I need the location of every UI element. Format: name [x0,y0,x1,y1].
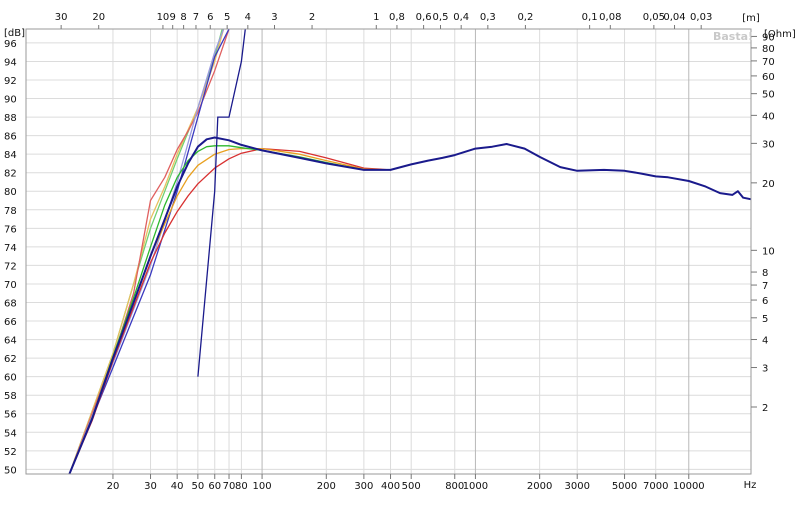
y-tick-label: 50 [4,465,17,476]
y-tick-label: 76 [4,224,17,235]
x-tick-label: 500 [402,481,421,492]
ohm-tick-label: 30 [762,139,775,150]
series-line [68,29,230,474]
y-unit-left: [dB] [4,28,25,39]
top-tick-label: 20 [92,12,105,23]
y-tick-label: 62 [4,354,17,365]
top-tick-label: 9 [170,12,176,23]
y-tick-label: 96 [4,39,17,50]
watermark-label: Basta! [713,30,753,43]
y-tick-label: 72 [4,261,17,272]
top-tick-label: 2 [309,12,315,23]
x-tick-label: 70 [223,481,236,492]
series-group [68,29,751,474]
y-tick-label: 82 [4,169,17,180]
x-tick-label: 40 [171,481,184,492]
top-tick-label: 5 [224,12,230,23]
top-tick-label: 0,2 [517,12,533,23]
top-tick-label: 4 [245,12,251,23]
top-tick-label: 0,08 [599,12,621,23]
y-tick-label: 90 [4,95,17,106]
x-tick-label: 1000 [463,481,488,492]
y-tick-label: 70 [4,280,17,291]
top-tick-label: 0,1 [582,12,598,23]
ohm-tick-label: 6 [762,296,768,307]
top-tick-label: 10 [157,12,170,23]
y-tick-label: 66 [4,317,17,328]
x-tick-label: 3000 [564,481,589,492]
top-tick-label: 0,8 [389,12,405,23]
ohm-tick-label: 10 [762,246,775,257]
y-tick-label: 56 [4,410,17,421]
x-tick-label: 10000 [673,481,705,492]
y-tick-label: 92 [4,76,17,87]
ohm-tick-label: 2 [762,403,768,414]
y-tick-label: 74 [4,243,17,254]
top-tick-label: 0,4 [453,12,469,23]
x-tick-label: 20 [107,481,120,492]
y-tick-label: 52 [4,447,17,458]
top-tick-label: 1 [373,12,379,23]
top-tick-label: 0,04 [663,12,685,23]
y-tick-label: 78 [4,206,17,217]
top-tick-label: 30 [55,12,68,23]
ohm-tick-label: 50 [762,90,775,101]
top-tick-label: 0,3 [480,12,496,23]
top-tick-label: 3 [271,12,277,23]
top-tick-label: 6 [207,12,213,23]
ohm-tick-label: 40 [762,111,775,122]
series-line [68,147,391,474]
x-tick-label: 50 [191,481,204,492]
top-tick-label: 0,5 [433,12,449,23]
y-tick-label: 86 [4,132,17,143]
x-tick-label: 300 [354,481,373,492]
x-tick-label: 60 [208,481,221,492]
x-tick-label: 30 [144,481,157,492]
x-tick-label: 400 [381,481,400,492]
x-unit-bottom: Hz [744,480,757,491]
y-tick-label: 54 [4,428,17,439]
top-tick-label: 7 [193,12,199,23]
x-tick-label: 7000 [643,481,668,492]
series-line [68,136,751,474]
ohm-tick-label: 20 [762,179,775,190]
top-tick-label: 0,05 [643,12,665,23]
y-tick-label: 58 [4,391,17,402]
x-tick-label: 2000 [527,481,552,492]
top-tick-label: 0,6 [416,12,432,23]
y-tick-label: 68 [4,298,17,309]
y-tick-label: 84 [4,150,17,161]
ohm-tick-label: 70 [762,57,775,68]
x-tick-label: 80 [235,481,248,492]
x-tick-label: 100 [253,481,272,492]
y-tick-label: 64 [4,336,17,347]
ohm-tick-label: 7 [762,281,768,292]
x-tick-label: 800 [445,481,464,492]
y-tick-label: 60 [4,373,17,384]
top-tick-label: 0,03 [690,12,712,23]
ohm-tick-label: 60 [762,72,775,83]
x-tick-label: 200 [317,481,336,492]
ohm-tick-label: 80 [762,44,775,55]
ohm-tick-label: 90 [762,32,775,43]
x-unit-top: [m] [742,13,760,24]
impedance-line [197,29,246,377]
y-unit-right: [Ohm] [764,29,796,40]
ohm-tick-label: 5 [762,314,768,325]
axis-group: 5052545658606264666870727476788082848688… [4,12,775,492]
y-tick-label: 80 [4,187,17,198]
plot-frame [25,28,752,475]
y-tick-label: 88 [4,113,17,124]
top-tick-label: 8 [180,12,186,23]
ohm-tick-label: 8 [762,268,768,279]
ohm-tick-label: 3 [762,364,768,375]
ohm-tick-label: 4 [762,336,768,347]
x-tick-label: 5000 [612,481,637,492]
y-tick-label: 94 [4,57,17,68]
